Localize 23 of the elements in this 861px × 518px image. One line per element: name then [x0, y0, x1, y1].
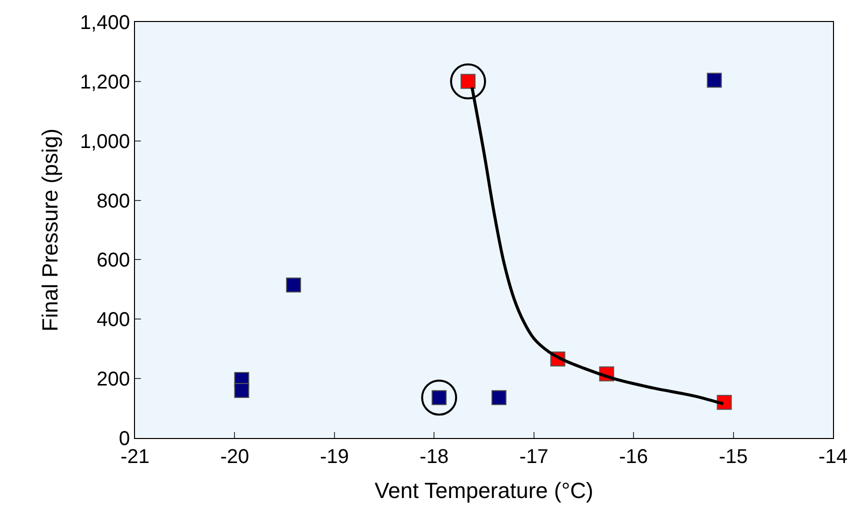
- x-tick-label: -18: [420, 446, 449, 468]
- point: [421, 380, 458, 416]
- y-tick-label: 200: [96, 368, 130, 391]
- x-tick-label: -17: [519, 446, 548, 468]
- point: [716, 394, 732, 410]
- point: [491, 390, 506, 406]
- y-tick-label: 600: [96, 250, 130, 272]
- x-axis-title: Vent Temperature (°C): [374, 478, 594, 503]
- y-tick-label: 1,200: [80, 71, 130, 94]
- y-tick-label: 1,400: [80, 12, 130, 34]
- x-tick-label: -15: [718, 446, 748, 468]
- point: [234, 382, 250, 398]
- x-tick-label: -20: [220, 446, 250, 468]
- y-tick-label: 400: [96, 309, 130, 332]
- x-tick-label: -14: [818, 446, 848, 468]
- point: [450, 63, 486, 100]
- y-tick-label: 1,000: [80, 130, 130, 153]
- x-tick-label: -19: [320, 446, 349, 468]
- x-tick-label: -16: [619, 446, 648, 468]
- point: [706, 72, 722, 88]
- y-axis-title: Final Pressure (psig): [38, 128, 63, 332]
- y-tick-label: 800: [96, 190, 130, 212]
- point: [286, 277, 302, 292]
